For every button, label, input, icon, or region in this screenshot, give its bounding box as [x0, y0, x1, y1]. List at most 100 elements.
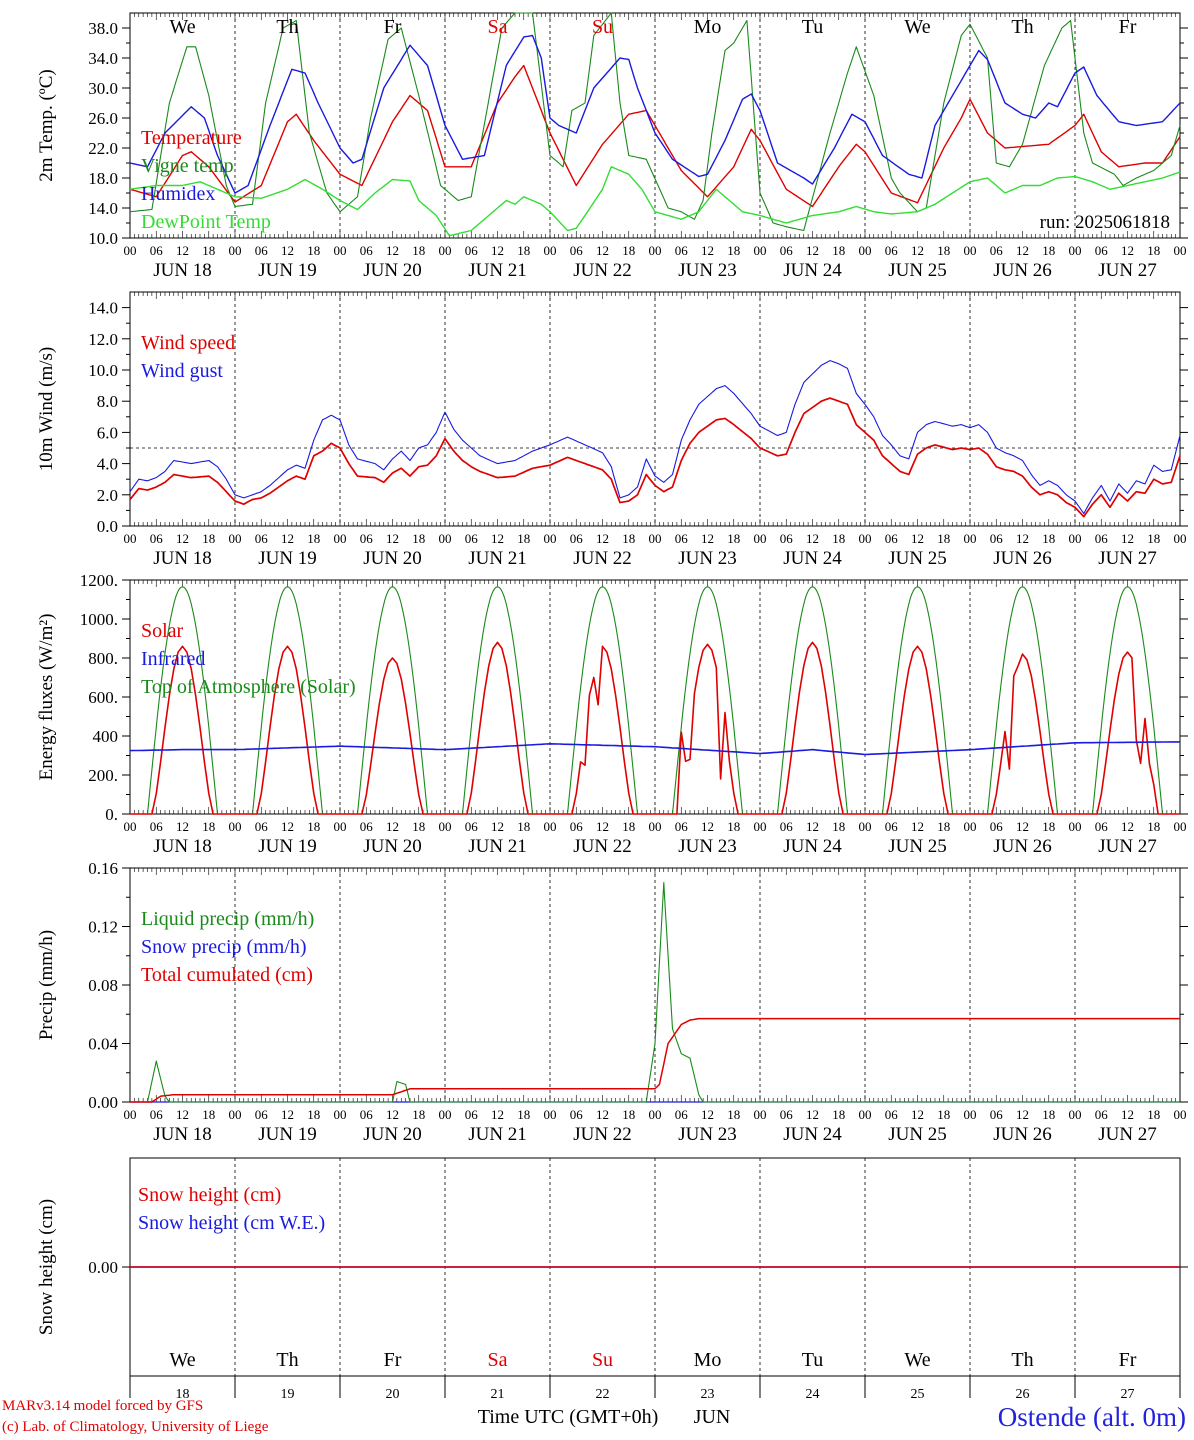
- hour-tick-label: 18: [517, 1107, 530, 1122]
- y-tick-label: 0.16: [88, 859, 118, 878]
- y-tick-label: 22.0: [88, 139, 118, 158]
- hour-tick-label: 00: [334, 243, 347, 258]
- hour-tick-label: 00: [754, 531, 767, 546]
- date-label: JUN 21: [468, 836, 527, 857]
- hour-tick-label: 12: [491, 531, 504, 546]
- hour-tick-label: 00: [544, 819, 557, 834]
- y-tick-label: 14.0: [88, 199, 118, 218]
- y-tick-label: 0.0: [97, 517, 118, 536]
- hour-tick-label: 00: [229, 243, 242, 258]
- hour-tick-label: 12: [491, 243, 504, 258]
- y-tick-label: 8.0: [97, 392, 118, 411]
- y-tick-label: 0.12: [88, 918, 118, 937]
- y-tick-label: 2.0: [97, 486, 118, 505]
- hour-tick-label: 18: [727, 531, 740, 546]
- day-number-label: 18: [176, 1387, 190, 1402]
- date-label: JUN 22: [573, 1124, 632, 1145]
- y-tick-label: 10.0: [88, 361, 118, 380]
- hour-tick-label: 18: [727, 819, 740, 834]
- hour-tick-label: 18: [937, 819, 950, 834]
- hour-tick-label: 18: [937, 531, 950, 546]
- y-axis-title: 10m Wind (m/s): [36, 347, 57, 472]
- series-vigne-temp: [129, 12, 1181, 232]
- y-tick-label: 30.0: [88, 79, 118, 98]
- date-label: JUN 18: [153, 836, 212, 857]
- hour-tick-label: 12: [806, 531, 819, 546]
- hour-tick-label: 12: [281, 1107, 294, 1122]
- hour-tick-label: 06: [150, 531, 164, 546]
- date-label: JUN 27: [1098, 836, 1157, 857]
- hour-tick-label: 18: [202, 531, 215, 546]
- day-name-label: Sa: [488, 16, 508, 38]
- day-name-label: Th: [276, 16, 298, 38]
- hour-tick-label: 18: [412, 1107, 425, 1122]
- date-label: JUN 22: [573, 836, 632, 857]
- hour-tick-label: 18: [1042, 1107, 1055, 1122]
- hour-tick-label: 18: [1042, 243, 1055, 258]
- hour-tick-label: 06: [675, 819, 689, 834]
- hour-tick-label: 12: [806, 1107, 819, 1122]
- day-name-label: Fr: [384, 1349, 402, 1371]
- hour-tick-label: 12: [386, 1107, 399, 1122]
- day-number-label: 26: [1016, 1387, 1030, 1402]
- hour-tick-label: 00: [1174, 531, 1187, 546]
- date-label: JUN 25: [888, 1124, 947, 1145]
- hour-tick-label: 06: [885, 1107, 899, 1122]
- hour-tick-label: 12: [911, 243, 924, 258]
- series-infrared: [129, 741, 1180, 756]
- hour-tick-label: 12: [701, 243, 714, 258]
- hour-tick-label: 06: [570, 1107, 584, 1122]
- hour-tick-label: 06: [675, 531, 689, 546]
- panel-3-frame: 00 06 12 18 JUN 18 00 06 12 18 JUN 19 00 06 12 18 JUN …: [36, 571, 1188, 857]
- series-temperature: [129, 64, 1181, 208]
- y-tick-label: 800.: [88, 649, 118, 668]
- y-tick-label: 18.0: [88, 169, 118, 188]
- hour-tick-label: 00: [964, 531, 977, 546]
- date-label: JUN 24: [783, 260, 842, 281]
- hour-tick-label: 18: [937, 243, 950, 258]
- hour-tick-label: 00: [124, 1107, 137, 1122]
- day-name-label: Th: [1011, 1349, 1033, 1371]
- day-name-label: Tu: [802, 1349, 824, 1371]
- hour-tick-label: 18: [202, 819, 215, 834]
- legend-entry: Snow precip (mm/h): [141, 936, 307, 958]
- date-label: JUN 19: [258, 836, 317, 857]
- day-name-label: Mo: [694, 1349, 722, 1371]
- legend-entry: Temperature: [141, 127, 242, 149]
- hour-tick-label: 18: [1147, 1107, 1160, 1122]
- date-label: JUN 19: [258, 260, 317, 281]
- date-label: JUN 20: [363, 548, 422, 569]
- y-tick-label: 0.00: [88, 1093, 118, 1112]
- date-label: JUN 24: [783, 548, 842, 569]
- date-label: JUN 27: [1098, 548, 1157, 569]
- hour-tick-label: 12: [806, 243, 819, 258]
- hour-tick-label: 00: [439, 531, 452, 546]
- hour-tick-label: 12: [1016, 531, 1029, 546]
- hour-tick-label: 12: [1016, 819, 1029, 834]
- hour-tick-label: 18: [832, 1107, 845, 1122]
- hour-tick-label: 00: [229, 531, 242, 546]
- hour-tick-label: 06: [360, 243, 374, 258]
- hour-tick-label: 12: [701, 1107, 714, 1122]
- hour-tick-label: 06: [150, 1107, 164, 1122]
- hour-tick-label: 18: [307, 243, 320, 258]
- day-number-label: 25: [911, 1387, 925, 1402]
- hour-tick-label: 06: [885, 243, 899, 258]
- series-liquid-precip: [130, 882, 1180, 1103]
- hour-tick-label: 12: [911, 819, 924, 834]
- hour-tick-label: 00: [439, 243, 452, 258]
- hour-tick-label: 18: [1042, 531, 1055, 546]
- day-name-label: We: [169, 16, 195, 38]
- hour-tick-label: 18: [412, 819, 425, 834]
- hour-tick-label: 12: [701, 531, 714, 546]
- y-axis-title: Energy fluxes (W/m²): [36, 614, 57, 781]
- day-name-label: Tu: [802, 16, 824, 38]
- hour-tick-label: 00: [859, 1107, 872, 1122]
- hour-tick-label: 00: [229, 1107, 242, 1122]
- date-label: JUN 25: [888, 836, 947, 857]
- hour-tick-label: 00: [1174, 819, 1187, 834]
- hour-tick-label: 06: [1095, 243, 1109, 258]
- date-label: JUN 19: [258, 548, 317, 569]
- hour-tick-label: 18: [1147, 531, 1160, 546]
- hour-tick-label: 00: [754, 243, 767, 258]
